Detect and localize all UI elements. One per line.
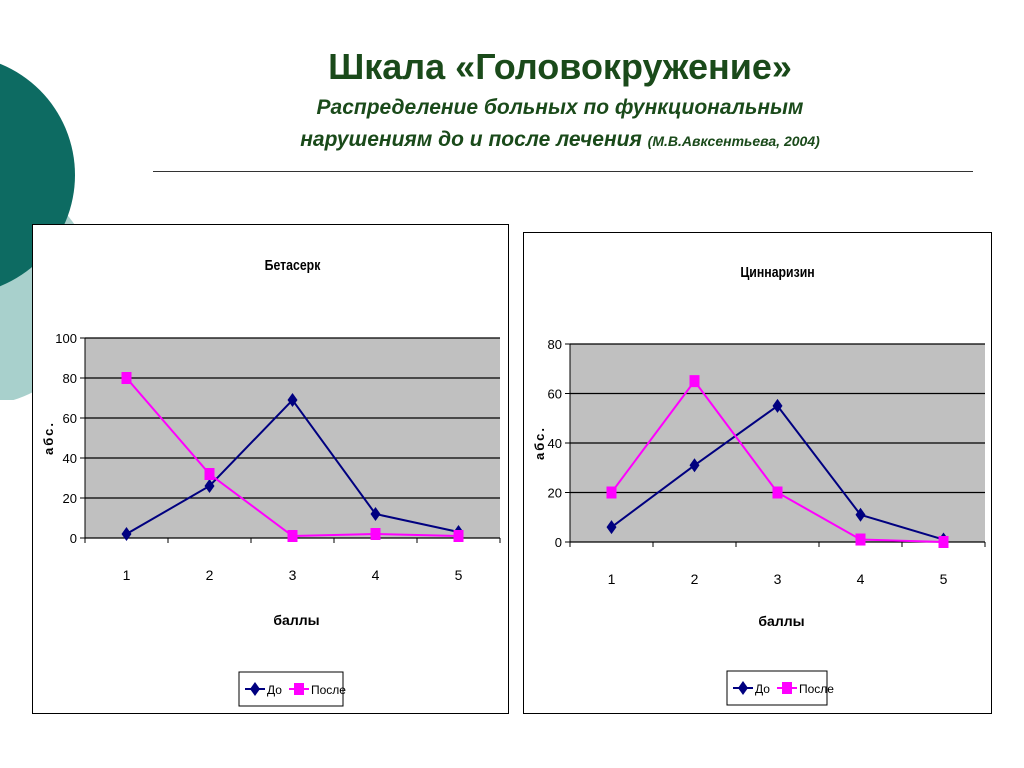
legend-marker <box>782 682 792 694</box>
chart-betaserc-svg: Бетасерк 0 20 40 60 80 100 1 2 3 4 5 баллы абс. До Посл… <box>41 257 501 707</box>
data-point-posle <box>287 530 298 542</box>
data-point-do <box>121 527 132 541</box>
chart-title: Циннаризин <box>740 264 814 280</box>
subtitle-line2: нарушениям до и после лечения <box>300 128 642 151</box>
x-tick-label: 3 <box>289 567 297 583</box>
page-title: Шкала «Головокружение» <box>328 46 792 87</box>
data-point-do <box>204 479 215 493</box>
data-point-posle <box>772 486 783 499</box>
x-tick-label: 5 <box>455 567 463 583</box>
x-tick-label: 4 <box>372 567 380 583</box>
y-tick-label: 100 <box>55 331 77 346</box>
chart-title: Бетасерк <box>265 257 321 273</box>
legend-label: После <box>799 682 834 696</box>
data-point-do <box>370 507 381 521</box>
y-tick-label: 80 <box>63 371 77 386</box>
x-axis-label: баллы <box>273 612 319 628</box>
x-tick-label: 2 <box>206 567 214 583</box>
subtitle-line1: Распределение больных по функциональным <box>316 96 804 119</box>
y-axis-label: абс. <box>41 421 56 455</box>
data-point-posle <box>370 528 381 540</box>
y-tick-label: 60 <box>548 387 562 402</box>
y-tick-label: 20 <box>63 491 77 506</box>
y-tick-label: 60 <box>63 411 77 426</box>
y-tick-label: 0 <box>555 535 562 550</box>
y-tick-label: 20 <box>548 486 562 501</box>
data-point-do <box>855 507 866 522</box>
legend-label: После <box>311 683 346 697</box>
legend-marker <box>294 683 304 695</box>
data-point-do <box>689 458 700 473</box>
x-tick-label: 2 <box>691 571 699 587</box>
data-point-posle <box>689 375 700 388</box>
data-point-do <box>606 520 617 535</box>
data-point-posle <box>855 533 866 546</box>
x-tick-label: 1 <box>123 567 131 583</box>
data-point-posle <box>121 372 132 384</box>
data-point-posle <box>453 530 464 542</box>
chart-betaserc: Бетасерк 0 20 40 60 80 100 1 2 3 4 5 баллы абс. До Посл… <box>32 224 509 714</box>
y-axis-label: абс. <box>532 426 547 460</box>
legend-label: До <box>755 682 770 696</box>
data-point-posle <box>938 536 949 548</box>
x-tick-label: 5 <box>940 571 948 587</box>
y-tick-label: 40 <box>63 451 77 466</box>
legend-label: До <box>267 683 282 697</box>
legend-marker <box>738 681 748 695</box>
x-axis-label: баллы <box>758 613 804 629</box>
citation: (М.В.Авксентьева, 2004) <box>647 133 820 149</box>
x-tick-label: 1 <box>608 571 616 587</box>
page-subtitle: Распределение больных по функциональным … <box>150 92 970 157</box>
y-tick-label: 40 <box>548 436 562 451</box>
data-point-do <box>772 398 783 413</box>
x-tick-label: 4 <box>857 571 865 587</box>
chart-cinnarizin-svg: Циннаризин 0 20 40 60 80 1 2 3 4 5 баллы абс. До После <box>532 264 986 706</box>
y-tick-label: 0 <box>70 531 77 546</box>
legend-marker <box>250 682 260 696</box>
plot-area <box>85 338 500 538</box>
data-point-posle <box>606 486 617 499</box>
data-point-posle <box>204 468 215 480</box>
data-point-do <box>287 393 298 407</box>
y-tick-label: 80 <box>548 337 562 352</box>
x-tick-label: 3 <box>774 571 782 587</box>
chart-cinnarizin: Циннаризин 0 20 40 60 80 1 2 3 4 5 баллы абс. До После <box>523 232 992 714</box>
title-divider <box>153 171 973 172</box>
